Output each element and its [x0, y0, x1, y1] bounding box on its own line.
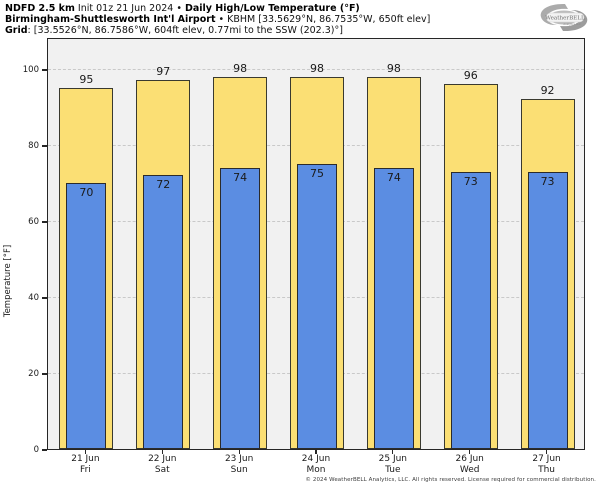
y-tick-mark — [42, 297, 47, 299]
high-value-label: 98 — [386, 61, 401, 75]
x-tick-weekday: Sat — [154, 465, 170, 475]
plot-area: 95 70 97 72 98 74 98 75 98 74 96 73 92 73 — [47, 38, 585, 450]
high-value-label: 95 — [79, 72, 94, 86]
x-tick-label: 25 Jun Tue — [355, 454, 431, 476]
y-tick-label: 40 — [28, 292, 39, 303]
low-value-label: 72 — [156, 178, 171, 192]
gridline — [48, 68, 584, 70]
high-value-label: 98 — [233, 61, 248, 75]
y-tick-label: 0 — [33, 445, 39, 455]
weatherbell-logo-icon: WeatherBELL Analytics LLC — [540, 3, 588, 32]
grid-label: Grid — [5, 25, 28, 36]
y-tick-label: 80 — [28, 140, 39, 151]
x-tick-date: 27 Jun — [532, 454, 561, 464]
station-coords: • KBHM [33.5629°N, 86.7535°W, 650ft elev… — [215, 14, 431, 25]
high-value-label: 96 — [463, 69, 478, 83]
x-tick-label: 26 Jun Wed — [432, 454, 508, 476]
y-tick-label: 20 — [28, 368, 39, 379]
low-value-label: 74 — [386, 170, 401, 184]
low-bar — [143, 175, 184, 449]
x-tick-weekday: Mon — [306, 465, 326, 475]
high-value-label: 92 — [540, 84, 555, 98]
high-value-label: 97 — [156, 65, 171, 79]
x-tick-weekday: Tue — [385, 465, 401, 475]
header-line-3: Grid: [33.5526°N, 86.7586°W, 604ft elev,… — [5, 25, 430, 36]
y-tick-label: 100 — [22, 64, 39, 75]
low-bar — [450, 171, 491, 449]
y-tick-mark — [42, 69, 47, 71]
x-tick-label: 21 Jun Fri — [47, 454, 123, 476]
x-tick-label: 27 Jun Thu — [509, 454, 585, 476]
low-bar — [373, 167, 414, 449]
low-bar — [66, 182, 107, 449]
low-bar — [220, 167, 261, 449]
x-tick-weekday: Sun — [230, 465, 248, 475]
low-value-label: 75 — [310, 166, 324, 180]
y-tick-mark — [42, 373, 47, 375]
low-bar — [297, 163, 337, 449]
x-tick-label: 23 Jun Sun — [201, 454, 277, 476]
header-line-1: NDFD 2.5 km Init 01z 21 Jun 2024 • Daily… — [5, 3, 430, 14]
copyright-text: © 2024 WeatherBELL Analytics, LLC. All r… — [305, 477, 596, 483]
y-tick-mark — [42, 449, 47, 451]
x-tick-weekday: Wed — [459, 465, 480, 475]
low-value-label: 74 — [233, 170, 248, 184]
x-tick-mark — [469, 450, 471, 454]
low-bar — [527, 171, 568, 449]
y-tick-mark — [42, 221, 47, 223]
x-tick-mark — [545, 450, 548, 454]
x-axis-labels: 21 Jun Fri 22 Jun Sat 23 Jun Sun 24 Jun Mon 25 J… — [47, 454, 585, 480]
x-tick-mark — [315, 450, 317, 454]
y-tick-label: 60 — [28, 216, 39, 227]
logo-sub-text: Analytics LLC — [563, 22, 580, 26]
x-tick-label: 22 Jun Sat — [124, 454, 200, 476]
x-tick-weekday: Fri — [80, 465, 91, 475]
y-axis-title: Temperature [°F] — [3, 244, 13, 318]
x-tick-date: 22 Jun — [148, 454, 177, 464]
x-tick-label: 24 Jun Mon — [278, 454, 354, 476]
header-line-2: Birmingham-Shuttlesworth Int'l Airport •… — [5, 14, 430, 25]
x-tick-mark — [238, 450, 240, 454]
x-tick-date: 25 Jun — [378, 454, 408, 464]
y-axis-labels: Temperature [°F] 0 20 40 60 80 100 — [0, 38, 41, 455]
x-tick-date: 21 Jun — [71, 454, 100, 464]
high-value-label: 98 — [310, 61, 324, 75]
logo-brand-text: WeatherBELL — [545, 16, 585, 22]
low-value-label: 73 — [540, 174, 555, 188]
low-value-label: 73 — [463, 174, 478, 188]
x-tick-date: 26 Jun — [455, 454, 484, 464]
chart-header: NDFD 2.5 km Init 01z 21 Jun 2024 • Daily… — [5, 3, 430, 36]
init-time: Init 01z 21 Jun 2024 • — [74, 3, 185, 14]
low-value-label: 70 — [79, 185, 94, 199]
y-tick-mark — [42, 145, 47, 147]
x-tick-date: 24 Jun — [301, 454, 331, 464]
station-name: Birmingham-Shuttlesworth Int'l Airport — [5, 14, 216, 25]
x-tick-date: 23 Jun — [224, 454, 254, 464]
x-tick-mark — [392, 450, 394, 454]
x-tick-mark — [161, 450, 163, 454]
grid-coords: : [33.5526°N, 86.7586°W, 604ft elev, 0.7… — [27, 25, 343, 36]
x-tick-mark — [84, 450, 87, 454]
chart-title: Daily High/Low Temperature (°F) — [185, 3, 360, 14]
model-name: NDFD 2.5 km — [5, 3, 75, 14]
x-tick-weekday: Thu — [538, 465, 556, 475]
